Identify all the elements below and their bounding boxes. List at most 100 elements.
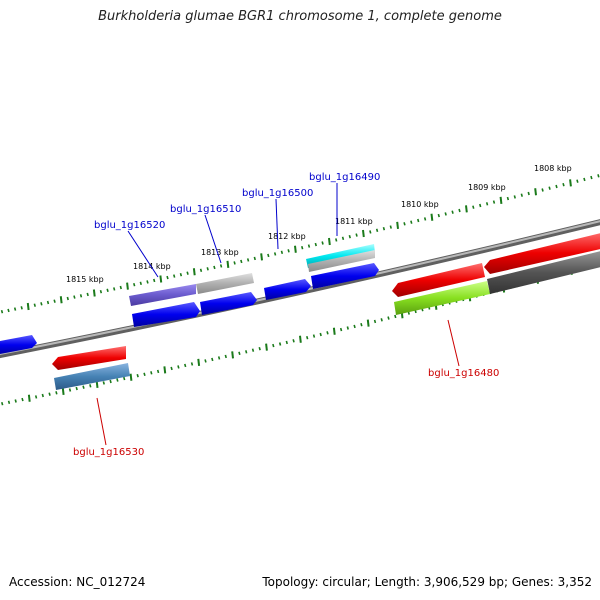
map-title: Burkholderia glumae BGR1 chromosome 1, c… [98,9,502,24]
major-tick [430,213,434,221]
minor-tick [7,308,10,313]
gene-label-bglu-1g16500[interactable]: bglu_1g16500 [242,188,313,199]
minor-tick [369,230,372,234]
minor-tick [41,393,44,398]
minor-tick [233,261,236,265]
minor-tick [251,348,255,352]
gene-label-bglu-1g16530[interactable]: bglu_1g16530 [73,447,144,458]
minor-tick [253,256,256,261]
gene-arrow-red[interactable] [392,263,485,297]
major-tick [499,196,503,205]
leader-line [127,230,159,278]
minor-tick [273,252,277,256]
minor-tick [89,384,92,388]
minor-tick [348,234,351,239]
gene-bglu-1g16490-base[interactable] [308,250,375,272]
minor-tick [479,203,482,208]
minor-tick [211,357,214,362]
gene-bglu-1g16520[interactable] [129,284,196,306]
minor-tick [346,326,349,330]
minor-tick [245,350,248,354]
gene-bglu-1g16480[interactable] [394,281,490,315]
major-tick [362,229,365,238]
minor-tick [75,386,78,391]
minor-tick [240,259,243,264]
scale-label: 1809 kbp [468,183,506,192]
minor-tick [116,378,119,382]
accession-text: Accession: NC_012724 [9,575,146,589]
minor-tick [133,282,136,287]
leader-line [96,397,107,446]
minor-tick [492,200,496,204]
minor-tick [417,218,420,223]
minor-tick [485,202,489,206]
minor-tick [513,195,516,199]
minor-tick [99,289,103,294]
minor-tick [53,299,56,303]
gene-label-bglu-1g16520[interactable]: bglu_1g16520 [94,220,165,231]
scale-ticks-outer [0,174,600,314]
minor-tick [136,373,139,378]
minor-tick [423,217,427,221]
major-tick [396,221,399,230]
major-tick [465,205,468,213]
minor-tick [20,306,23,310]
gene-arrow-blue[interactable] [264,279,311,300]
forward-genes [0,244,379,355]
gene-arrow-blue[interactable] [200,292,257,315]
minor-tick [278,342,282,346]
minor-tick [272,343,275,348]
minor-tick [238,351,241,356]
major-tick [569,179,572,187]
minor-tick [458,208,461,213]
gene-label-bglu-1g16490[interactable]: bglu_1g16490 [309,172,380,183]
gene-arrow-red[interactable] [52,346,126,370]
minor-tick [520,193,523,197]
major-tick [231,351,234,359]
gene-label-bglu-1g16480[interactable]: bglu_1g16480 [428,368,499,379]
minor-tick [150,371,153,375]
minor-tick [21,397,24,402]
minor-tick [177,365,180,369]
label-leaders [96,183,460,446]
leader-line [447,319,460,367]
minor-tick [444,212,447,216]
minor-tick [314,242,317,247]
minor-tick [335,238,338,242]
gene-arrow-red[interactable] [484,232,600,274]
minor-tick [40,302,43,306]
major-tick [26,302,30,311]
reverse-genes [52,232,600,390]
minor-tick [267,253,270,258]
gene-label-bglu-1g16510[interactable]: bglu_1g16510 [170,204,241,215]
minor-tick [190,362,194,366]
minor-tick [55,391,58,395]
gene-arrow-blue[interactable] [0,335,37,355]
major-tick [163,366,167,374]
scale-labels: 1808 kbp 1809 kbp 1810 kbp 1811 kbp 1812… [66,164,572,284]
minor-tick [339,327,343,332]
minor-tick [204,359,207,363]
major-tick [366,319,370,327]
minor-tick [199,268,203,273]
gene-arrow-blue[interactable] [311,263,379,289]
major-tick [328,237,331,246]
minor-tick [139,281,142,286]
minor-tick [541,188,544,192]
major-tick [159,275,163,283]
major-tick [192,268,196,276]
minor-tick [562,182,565,187]
major-tick [260,253,263,261]
minor-tick [33,303,36,307]
minor-tick [119,285,122,290]
gene-bglu-1g16530[interactable] [54,363,130,390]
gene-arrow-blue[interactable] [132,302,200,327]
minor-tick [287,249,290,253]
minor-tick [206,267,209,271]
gene-labels: bglu_1g16490 bglu_1g16500 bglu_1g16510 b… [73,172,499,458]
minor-tick [14,399,17,403]
gene-bglu-1g16510-gray[interactable] [196,273,254,294]
gene-dark-gray[interactable] [487,250,600,294]
minor-tick [321,241,324,245]
minor-tick [73,295,76,299]
